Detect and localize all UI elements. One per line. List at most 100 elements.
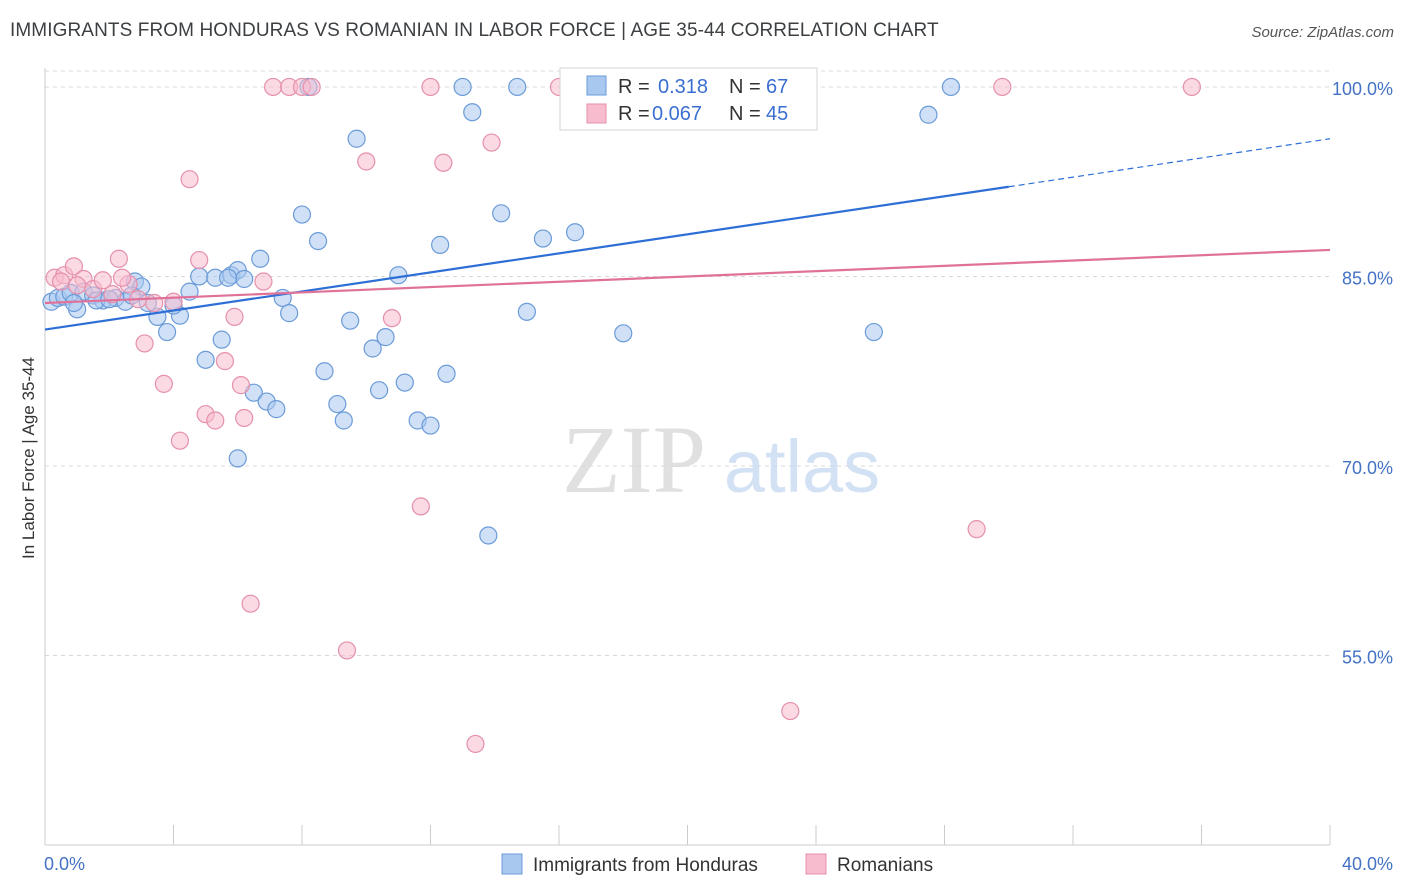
legend-r-value-2: 0.067 (652, 103, 702, 125)
watermark-atlas: atlas (724, 425, 880, 508)
honduras-point-26 (267, 400, 286, 419)
romanians-point-16 (190, 250, 209, 270)
honduras-point-66 (219, 268, 238, 287)
y-tick-label-3: 100.0% (1332, 79, 1393, 99)
romanians-point-40 (993, 77, 1012, 97)
legend-n-label-2: N = (729, 103, 761, 125)
legend-n-label-1: N = (729, 76, 761, 98)
romanians-point-11 (145, 293, 164, 313)
romanians-point-12 (154, 374, 173, 393)
honduras-point-37 (363, 339, 382, 358)
honduras-point-16 (190, 267, 209, 286)
honduras-point-39 (376, 328, 395, 347)
honduras-point-47 (463, 103, 482, 122)
axes (44, 68, 1331, 846)
bottom-legend-label-honduras: Immigrants from Honduras (533, 855, 758, 876)
honduras-point-34 (334, 411, 353, 430)
watermark-zip: ZIP (562, 406, 706, 513)
romanians-point-14 (170, 431, 190, 450)
honduras-point-28 (280, 304, 299, 323)
legend-n-value-1: 67 (766, 76, 788, 98)
legend-r-label-1: R = (618, 76, 650, 98)
honduras-point-48 (479, 526, 498, 545)
y-tick-label-1: 70.0% (1342, 458, 1393, 478)
romanians-point-43 (68, 276, 87, 295)
romanians-point-24 (254, 272, 273, 291)
romanians-point-13 (164, 292, 183, 311)
honduras-point-13 (157, 322, 177, 342)
romanians-point-18 (206, 411, 225, 430)
romanians-point-22 (235, 408, 254, 428)
legend-r-value-1: 0.318 (658, 76, 708, 98)
romanians-point-38 (781, 701, 800, 721)
trend-line-honduras-extension (1008, 138, 1331, 188)
honduras-point-19 (212, 330, 231, 349)
honduras-point-58 (941, 77, 961, 97)
honduras-point-46 (453, 77, 472, 97)
bottom-legend-swatch-romanians (805, 853, 827, 875)
honduras-point-54 (614, 324, 633, 343)
honduras-point-44 (431, 235, 450, 254)
romanians-point-44 (112, 268, 132, 287)
honduras-point-22 (235, 269, 254, 289)
y-tick-label-0: 55.0% (1342, 647, 1393, 667)
romanians-point-5 (93, 271, 112, 290)
trend-line-romanians (44, 248, 1331, 305)
romanians-point-7 (109, 249, 128, 268)
honduras-point-45 (437, 364, 456, 383)
romanians-point-41 (1182, 77, 1201, 97)
romanians-point-42 (51, 272, 71, 291)
honduras-point-31 (308, 231, 328, 251)
honduras-point-59 (228, 449, 247, 468)
honduras-point-49 (492, 204, 511, 223)
y-tick-labels: 55.0% 70.0% 85.0% 100.0% (1332, 79, 1393, 668)
honduras-point-38 (370, 381, 389, 400)
romanians-point-2 (64, 257, 84, 276)
legend-swatch-romanians (586, 103, 607, 124)
honduras-point-41 (395, 373, 414, 392)
trend-line-honduras (44, 185, 1009, 331)
honduras-point-32 (315, 362, 334, 381)
romanians-point-25 (263, 77, 283, 97)
romanians-point-36 (482, 133, 501, 152)
bottom-legend-swatch-honduras (501, 853, 523, 875)
honduras-point-35 (341, 311, 360, 330)
honduras-point-29 (292, 205, 312, 224)
honduras-point-24 (251, 249, 270, 268)
romanians-point-30 (357, 152, 376, 171)
honduras-point-57 (919, 105, 938, 124)
y-tick-label-2: 85.0% (1342, 268, 1393, 288)
romanians-point-10 (135, 334, 154, 353)
series-romanians-points (45, 77, 1201, 754)
romanians-point-39 (967, 520, 986, 539)
romanians-point-23 (241, 594, 260, 613)
legend-n-value-2: 45 (766, 103, 788, 125)
romanians-point-34 (434, 153, 453, 172)
series-honduras-points (42, 77, 961, 545)
trend-lines (44, 138, 1331, 331)
romanians-point-28 (302, 77, 321, 97)
romanians-point-21 (231, 376, 251, 395)
honduras-point-33 (328, 394, 347, 414)
source-label: Source: ZipAtlas.com (1251, 24, 1394, 41)
romanians-point-29 (337, 641, 357, 660)
legend-box: R = 0.318 N = 67 R = 0.067 N = 45 (559, 67, 818, 131)
honduras-point-50 (508, 77, 527, 97)
romanians-point-35 (466, 734, 485, 754)
romanians-point-19 (215, 352, 234, 371)
legend-swatch-honduras (586, 75, 607, 96)
romanians-point-32 (411, 497, 430, 516)
honduras-point-56 (864, 322, 883, 342)
romanians-point-6 (103, 285, 122, 304)
honduras-point-36 (347, 129, 366, 148)
bottom-legend-label-romanians: Romanians (837, 855, 933, 876)
honduras-point-53 (565, 223, 585, 242)
chart-title: IMMIGRANTS FROM HONDURAS VS ROMANIAN IN … (10, 20, 939, 41)
x-tick-label-0: 0.0% (44, 854, 85, 874)
romanians-point-20 (225, 307, 244, 326)
gridlines (45, 70, 1330, 656)
bottom-legend: Immigrants from Honduras Romanians (501, 853, 933, 876)
romanians-point-15 (180, 170, 199, 189)
romanians-point-33 (421, 77, 440, 97)
